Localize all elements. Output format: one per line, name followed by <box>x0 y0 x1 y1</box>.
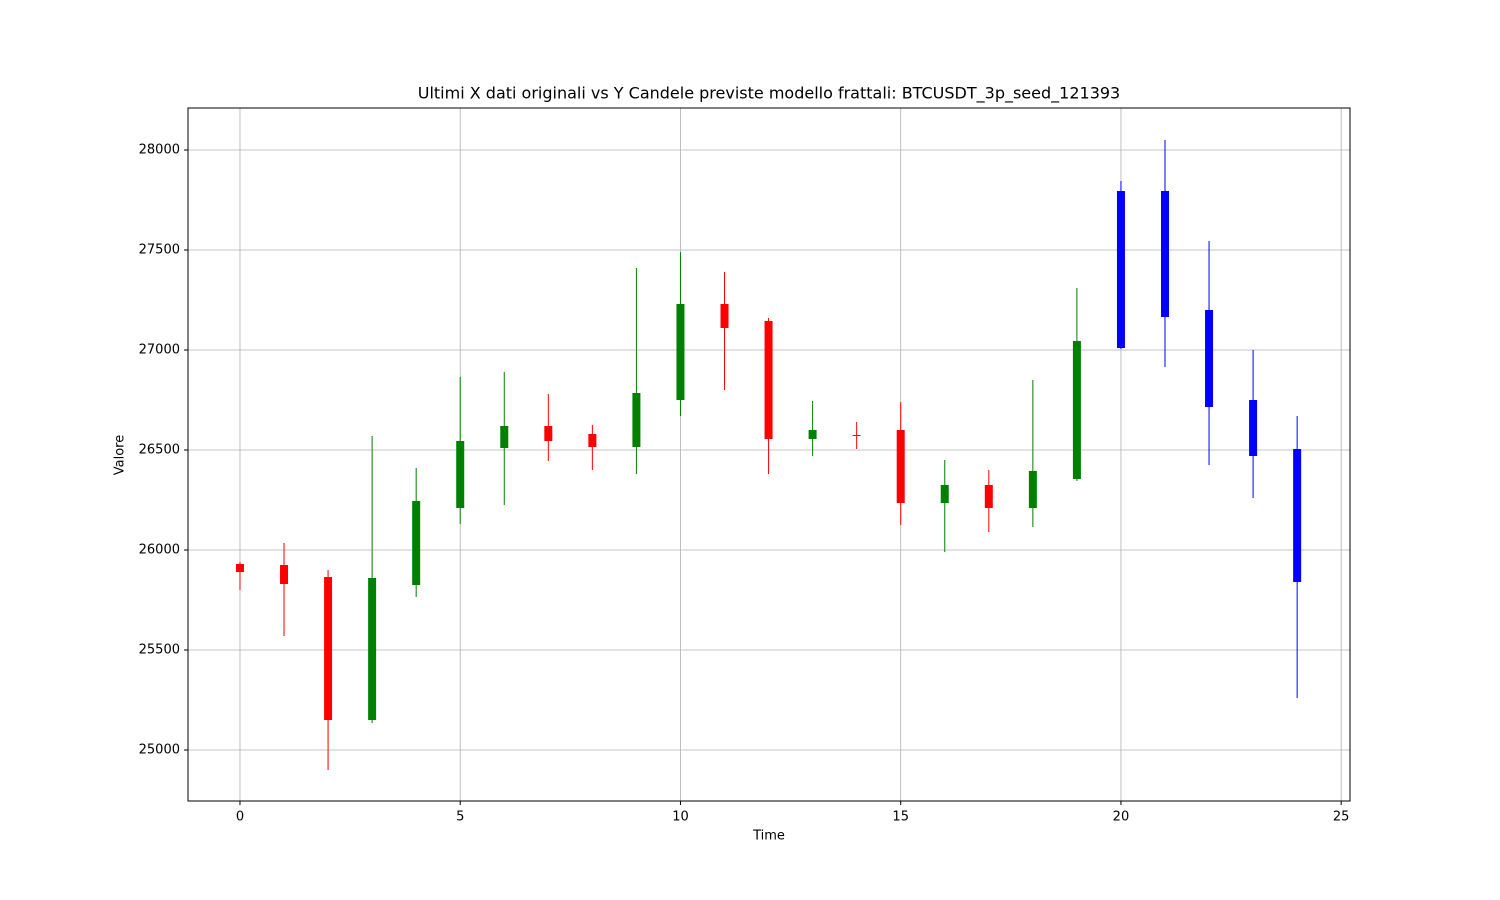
y-tick-label: 25000 <box>139 743 180 758</box>
y-axis-label: Valore <box>113 435 128 475</box>
candle-body <box>456 441 465 508</box>
x-tick-label: 15 <box>892 810 909 825</box>
candle-body <box>896 430 905 503</box>
y-tick-label: 25500 <box>139 643 180 658</box>
candle-body <box>1293 449 1302 582</box>
candle-body <box>1072 341 1081 479</box>
candle-body <box>412 501 421 585</box>
x-tick-label: 10 <box>672 810 689 825</box>
y-tick-label: 28000 <box>139 143 180 158</box>
candle-body <box>280 565 289 584</box>
candle-body <box>808 430 817 439</box>
candle-body <box>500 426 509 448</box>
candle-body <box>632 393 641 447</box>
y-tick-label: 26000 <box>139 543 180 558</box>
candle-body <box>324 577 333 720</box>
candle-body <box>544 426 553 441</box>
x-tick-label: 5 <box>456 810 464 825</box>
candle-body <box>235 564 244 572</box>
candle-body <box>852 435 861 436</box>
candle-body <box>984 485 993 508</box>
y-tick-label: 27000 <box>139 343 180 358</box>
y-tick-label: 26500 <box>139 443 180 458</box>
x-tick-label: 20 <box>1113 810 1130 825</box>
candle-body <box>1028 471 1037 508</box>
candle-body <box>676 304 685 400</box>
candle-body <box>1116 191 1125 348</box>
y-tick-label: 27500 <box>139 243 180 258</box>
x-tick-label: 25 <box>1333 810 1350 825</box>
candle-body <box>588 434 597 447</box>
candle-body <box>368 578 377 720</box>
candle-body <box>1249 400 1258 456</box>
chart-title: Ultimi X dati originali vs Y Candele pre… <box>418 84 1120 104</box>
candle-body <box>940 485 949 503</box>
plot-frame <box>187 107 1351 802</box>
candle-body <box>720 304 729 328</box>
candle-body <box>764 321 773 439</box>
x-axis-label: Time <box>752 829 785 844</box>
candle-body <box>1205 310 1214 407</box>
x-tick-label: 0 <box>236 810 244 825</box>
candle-body <box>1160 191 1169 317</box>
